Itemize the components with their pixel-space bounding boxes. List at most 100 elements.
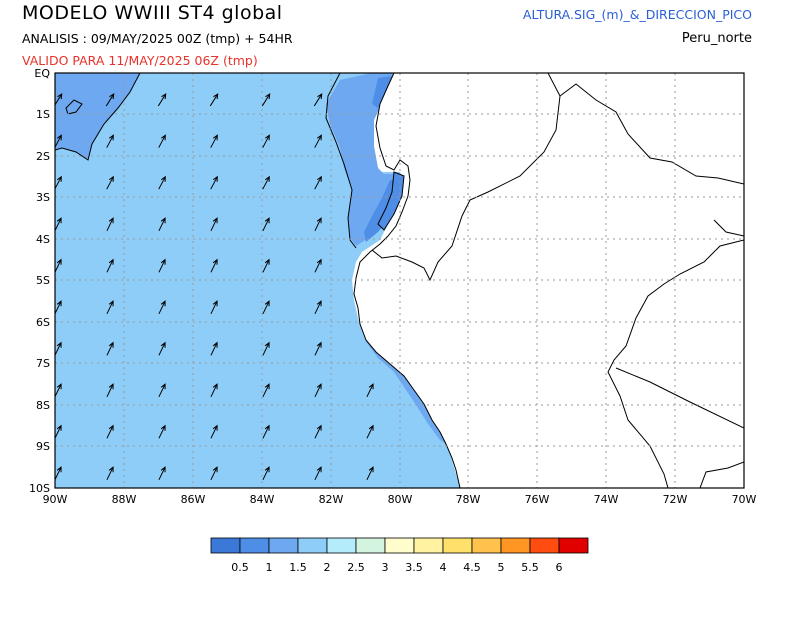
color-legend: 0.5 1 1.5 2 2.5 3 3.5 4 4.5 5 5.5 6 xyxy=(210,537,589,574)
border-colombia-ecuador xyxy=(371,73,561,282)
legend-labels: 0.5 1 1.5 2 2.5 3 3.5 4 4.5 5 5.5 6 xyxy=(231,561,562,574)
region-label: Peru_norte xyxy=(681,31,752,46)
y-tick-label: 1S xyxy=(36,108,50,121)
x-tick-label: 84W xyxy=(250,493,275,506)
wave-direction-arrow-icon xyxy=(314,217,322,232)
wave-direction-arrow-icon xyxy=(366,424,374,439)
wave-direction-arrow-icon xyxy=(106,217,114,232)
chart-title: MODELO WWIII ST4 global xyxy=(22,2,283,24)
wave-direction-arrow-icon xyxy=(262,383,270,398)
wave-direction-arrow-icon xyxy=(106,466,114,481)
wave-direction-arrow-icon xyxy=(158,175,166,190)
y-tick-label: 10S xyxy=(29,482,50,495)
wave-direction-arrow-icon xyxy=(210,383,218,398)
wave-direction-arrow-icon xyxy=(313,93,323,107)
wave-direction-arrow-icon xyxy=(366,383,374,398)
legend-swatch xyxy=(355,537,386,554)
legend-swatch xyxy=(239,537,270,554)
legend-label: 3 xyxy=(382,561,389,574)
y-tick-label: 2S xyxy=(36,150,50,163)
x-tick-label: 90W xyxy=(43,493,68,506)
legend-swatch xyxy=(442,537,473,554)
border-colombia-peru xyxy=(559,83,744,185)
y-tick-label: 3S xyxy=(36,191,50,204)
river-line xyxy=(713,219,744,237)
wave-direction-arrow-icon xyxy=(158,300,166,315)
wave-direction-arrow-icon xyxy=(262,258,270,273)
legend-label: 3.5 xyxy=(405,561,423,574)
x-tick-label: 76W xyxy=(525,493,550,506)
x-tick-label: 88W xyxy=(112,493,137,506)
legend-swatch xyxy=(413,537,444,554)
x-tick-label: 78W xyxy=(456,493,481,506)
wave-direction-arrow-icon xyxy=(55,424,62,439)
wave-direction-arrow-icon xyxy=(210,175,218,190)
wave-direction-arrow-icon xyxy=(366,466,374,481)
wave-direction-arrow-icon xyxy=(158,424,166,439)
y-axis: EQ 1S 2S 3S 4S 5S 6S 7S 8S 9S 10S xyxy=(29,67,50,495)
graticule xyxy=(55,73,744,488)
wave-direction-arrow-icon xyxy=(158,383,166,398)
wave-direction-arrow-icon xyxy=(55,383,62,398)
border-brazil-bolivia xyxy=(615,367,744,429)
wave-direction-arrow-icon xyxy=(106,341,114,356)
height-contour xyxy=(55,73,141,161)
wave-direction-arrow-icon xyxy=(55,134,62,148)
y-tick-label: 5S xyxy=(36,274,50,287)
legend-label: 4 xyxy=(440,561,447,574)
wave-direction-arrow-icon xyxy=(106,300,114,315)
wave-direction-arrow-icon xyxy=(55,175,62,190)
legend-swatch xyxy=(529,537,560,554)
wave-direction-arrow-icon xyxy=(55,217,62,232)
wave-direction-arrow-icon xyxy=(262,341,270,356)
legend-swatch xyxy=(210,537,241,554)
wave-direction-arrow-icon xyxy=(55,258,62,273)
legend-swatch xyxy=(326,537,357,554)
map-content xyxy=(55,73,744,488)
wave-direction-arrow-icon xyxy=(158,217,166,232)
y-tick-label: EQ xyxy=(34,67,50,80)
wave-direction-arrow-icon xyxy=(314,341,322,356)
wave-direction-arrow-icon xyxy=(314,175,322,190)
wave-direction-arrow-icon xyxy=(210,341,218,356)
x-tick-label: 74W xyxy=(594,493,619,506)
legend-label: 6 xyxy=(556,561,563,574)
wave-direction-arrow-icon xyxy=(210,300,218,315)
wave-direction-arrow-icon xyxy=(210,217,218,232)
wave-direction-arrow-icon xyxy=(262,424,270,439)
nw-band-1-1p5 xyxy=(55,73,140,160)
wave-direction-arrow-icon xyxy=(262,300,270,315)
wave-direction-arrow-icon xyxy=(105,93,115,107)
x-tick-label: 86W xyxy=(181,493,206,506)
wave-direction-arrow-icon xyxy=(262,466,270,481)
wave-direction-arrow-icon xyxy=(106,424,114,439)
legend-label: 2 xyxy=(324,561,331,574)
wave-direction-arrow-icon xyxy=(55,341,62,356)
legend-swatch xyxy=(384,537,415,554)
wave-direction-arrow-icon xyxy=(158,466,166,481)
wave-direction-arrow-icon xyxy=(106,258,114,273)
border-peru-bolivia xyxy=(699,461,744,488)
x-tick-label: 80W xyxy=(388,493,413,506)
wave-direction-arrow-icon xyxy=(261,93,271,107)
gulf-of-guayaquil xyxy=(377,171,405,231)
wave-direction-arrow-icon xyxy=(158,341,166,356)
legend-swatch xyxy=(471,537,502,554)
wave-direction-arrow-icon xyxy=(262,175,270,190)
height-contour xyxy=(65,99,83,115)
x-tick-label: 82W xyxy=(319,493,344,506)
wave-direction-arrow-icon xyxy=(106,134,114,148)
wave-direction-arrow-icon xyxy=(210,258,218,273)
legend-swatch xyxy=(500,537,531,554)
wave-direction-arrow-icon xyxy=(314,383,322,398)
x-tick-label: 72W xyxy=(663,493,688,506)
wave-direction-arrow-icon xyxy=(314,466,322,481)
y-tick-label: 9S xyxy=(36,440,50,453)
wave-direction-arrow-icon xyxy=(158,258,166,273)
wave-direction-arrow-icon xyxy=(210,466,218,481)
valid-time-label: VALIDO PARA 11/MAY/2025 06Z (tmp) xyxy=(22,53,258,68)
wave-direction-arrow-icon xyxy=(262,217,270,232)
height-contour xyxy=(325,73,357,249)
x-axis: 90W 88W 86W 84W 82W 80W 78W 76W 74W 72W … xyxy=(43,493,757,506)
wave-height-map: 90W 88W 86W 84W 82W 80W 78W 76W 74W 72W … xyxy=(29,67,757,506)
